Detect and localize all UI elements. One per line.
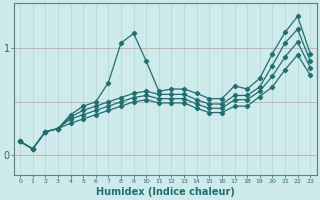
X-axis label: Humidex (Indice chaleur): Humidex (Indice chaleur) (96, 187, 235, 197)
